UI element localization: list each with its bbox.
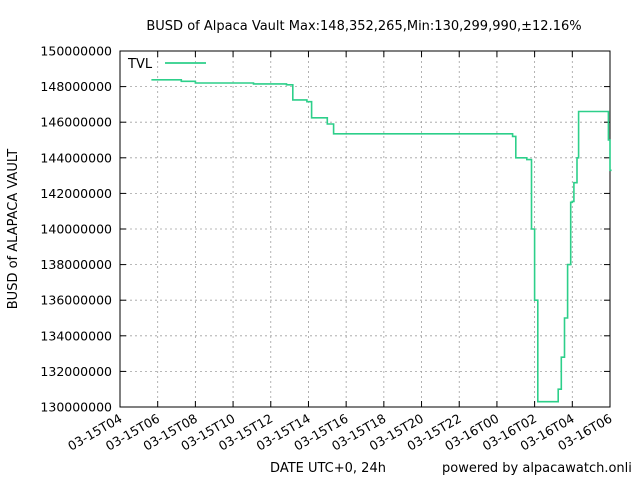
credit-text: powered by alpacawatch.onli: [442, 461, 632, 476]
y-tick-label: 148000000: [40, 79, 112, 94]
y-tick-label: 150000000: [40, 44, 112, 59]
y-axis-label: BUSD of ALAPACA VAULT: [6, 149, 21, 310]
legend: TVL: [127, 57, 206, 72]
x-axis-label: DATE UTC+0, 24h: [270, 461, 386, 476]
legend-label-tvl: TVL: [127, 57, 153, 72]
y-tick-label: 142000000: [40, 186, 112, 201]
y-tick-label: 146000000: [40, 115, 112, 130]
y-tick-label: 140000000: [40, 222, 112, 237]
y-tick-label: 134000000: [40, 328, 112, 343]
y-axis-ticks: 130000000 132000000 134000000 136000000 1380…: [40, 44, 610, 415]
y-tick-label: 136000000: [40, 293, 112, 308]
y-tick-label: 130000000: [40, 400, 112, 415]
y-tick-label: 132000000: [40, 364, 112, 379]
y-tick-label: 144000000: [40, 150, 112, 165]
tvl-series-line: [151, 79, 612, 403]
chart-title: BUSD of Alpaca Vault Max:148,352,265,Min…: [146, 19, 581, 34]
y-tick-label: 138000000: [40, 257, 112, 272]
grid-lines: [120, 51, 610, 407]
x-axis-ticks: 03-15T0403-15T0603-15T0803-15T1003-15T12…: [65, 51, 615, 454]
